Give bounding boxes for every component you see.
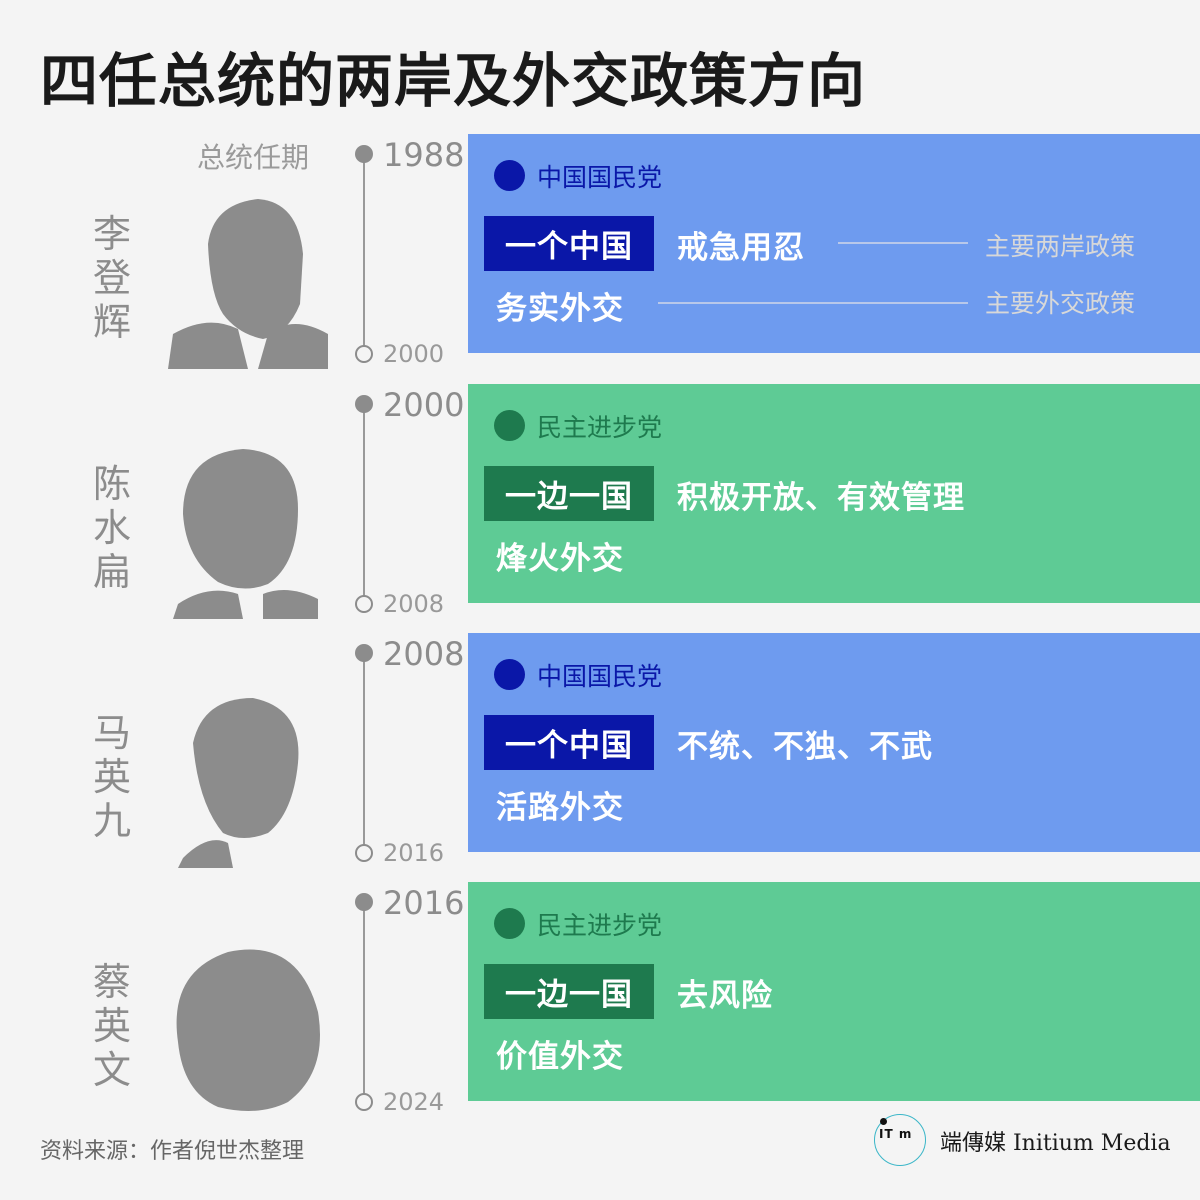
timeline-end-dot xyxy=(355,595,373,613)
party-dot-icon xyxy=(494,659,525,690)
president-row: 马英九 2008 2016 中国国民党 一个中国 不统、不独、不武 活路外交 xyxy=(0,633,1200,883)
cross-strait-policy: 积极开放、有效管理 xyxy=(677,480,965,516)
portrait-icon xyxy=(178,698,299,868)
timeline-end-dot xyxy=(355,844,373,862)
name-char: 马 xyxy=(92,711,131,755)
portrait-icon xyxy=(176,949,320,1111)
foreign-policy: 烽火外交 xyxy=(496,541,624,577)
timeline-line xyxy=(363,653,365,853)
foreign-policy: 务实外交 xyxy=(496,291,624,327)
term-start-year: 2008 xyxy=(383,635,465,673)
name-char: 英 xyxy=(92,1004,131,1048)
stance-tag: 一个中国 xyxy=(484,715,654,770)
name-char: 登 xyxy=(92,256,131,300)
legend-cross-strait: 主要两岸政策 xyxy=(985,232,1136,261)
stance-tag: 一边一国 xyxy=(484,964,654,1019)
term-start-year: 1988 xyxy=(383,136,465,174)
foreign-policy: 价值外交 xyxy=(496,1039,624,1075)
page-title: 四任总统的两岸及外交政策方向 xyxy=(40,47,867,115)
president-name: 马英九 xyxy=(92,711,132,843)
timeline-end-dot xyxy=(355,1093,373,1111)
president-name: 李登辉 xyxy=(92,212,132,344)
policy-panel: 民主进步党 一边一国 积极开放、有效管理 烽火外交 xyxy=(468,384,1200,603)
source-note: 资料来源：作者倪世杰整理 xyxy=(40,1139,305,1164)
timeline-line xyxy=(363,154,365,354)
name-char: 辉 xyxy=(92,300,131,344)
cross-strait-policy: 去风险 xyxy=(677,978,773,1014)
party-dot-icon xyxy=(494,160,525,191)
foreign-policy: 活路外交 xyxy=(496,790,624,826)
portrait-icon xyxy=(173,449,318,619)
president-name: 陈水扁 xyxy=(92,462,132,594)
term-end-year: 2008 xyxy=(383,590,445,618)
brand-name: 端傳媒 Initium Media xyxy=(940,1131,1171,1156)
cross-strait-policy: 戒急用忍 xyxy=(677,230,805,266)
party-name: 民主进步党 xyxy=(537,413,663,442)
portrait-icon xyxy=(168,199,328,369)
policy-panel: 中国国民党 一个中国 不统、不独、不武 活路外交 xyxy=(468,633,1200,852)
timeline-start-dot xyxy=(355,145,373,163)
president-row: 陈水扁 2000 2008 民主进步党 一边一国 积极开放、有效管理 烽火外交 xyxy=(0,384,1200,634)
policy-panel: 民主进步党 一边一国 去风险 价值外交 xyxy=(468,882,1200,1101)
term-start-year: 2016 xyxy=(383,884,465,922)
president-row: 蔡英文 2016 2024 民主进步党 一边一国 去风险 价值外交 xyxy=(0,882,1200,1132)
term-label: 总统任期 xyxy=(197,141,310,174)
timeline-start-dot xyxy=(355,644,373,662)
legend-foreign: 主要外交政策 xyxy=(985,289,1136,318)
party-name: 中国国民党 xyxy=(537,662,663,691)
timeline-line xyxy=(363,902,365,1102)
timeline-start-dot xyxy=(355,395,373,413)
timeline-line xyxy=(363,404,365,604)
name-char: 蔡 xyxy=(92,960,131,1004)
term-start-year: 2000 xyxy=(383,386,465,424)
name-char: 文 xyxy=(92,1048,131,1092)
party-dot-icon xyxy=(494,410,525,441)
legend-rule xyxy=(658,302,968,304)
stance-tag: 一个中国 xyxy=(484,216,654,271)
name-char: 扁 xyxy=(92,550,131,594)
term-end-year: 2016 xyxy=(383,839,445,867)
party-name: 民主进步党 xyxy=(537,911,663,940)
term-end-year: 2000 xyxy=(383,340,445,368)
name-char: 李 xyxy=(92,212,131,256)
name-char: 水 xyxy=(92,506,131,550)
name-char: 陈 xyxy=(92,462,131,506)
president-name: 蔡英文 xyxy=(92,960,132,1092)
legend-rule xyxy=(838,242,968,244)
cross-strait-policy: 不统、不独、不武 xyxy=(677,729,933,765)
timeline-end-dot xyxy=(355,345,373,363)
party-dot-icon xyxy=(494,908,525,939)
stance-tag: 一边一国 xyxy=(484,466,654,521)
president-row: 李登辉 1988 2000 中国国民党 一个中国 戒急用忍 务实外交 主要两岸政… xyxy=(0,134,1200,384)
initium-logo-icon: IT m xyxy=(874,1114,926,1166)
name-char: 九 xyxy=(92,799,131,843)
timeline-start-dot xyxy=(355,893,373,911)
term-end-year: 2024 xyxy=(383,1088,445,1116)
policy-panel: 中国国民党 一个中国 戒急用忍 务实外交 主要两岸政策 主要外交政策 xyxy=(468,134,1200,353)
party-name: 中国国民党 xyxy=(537,163,663,192)
name-char: 英 xyxy=(92,755,131,799)
